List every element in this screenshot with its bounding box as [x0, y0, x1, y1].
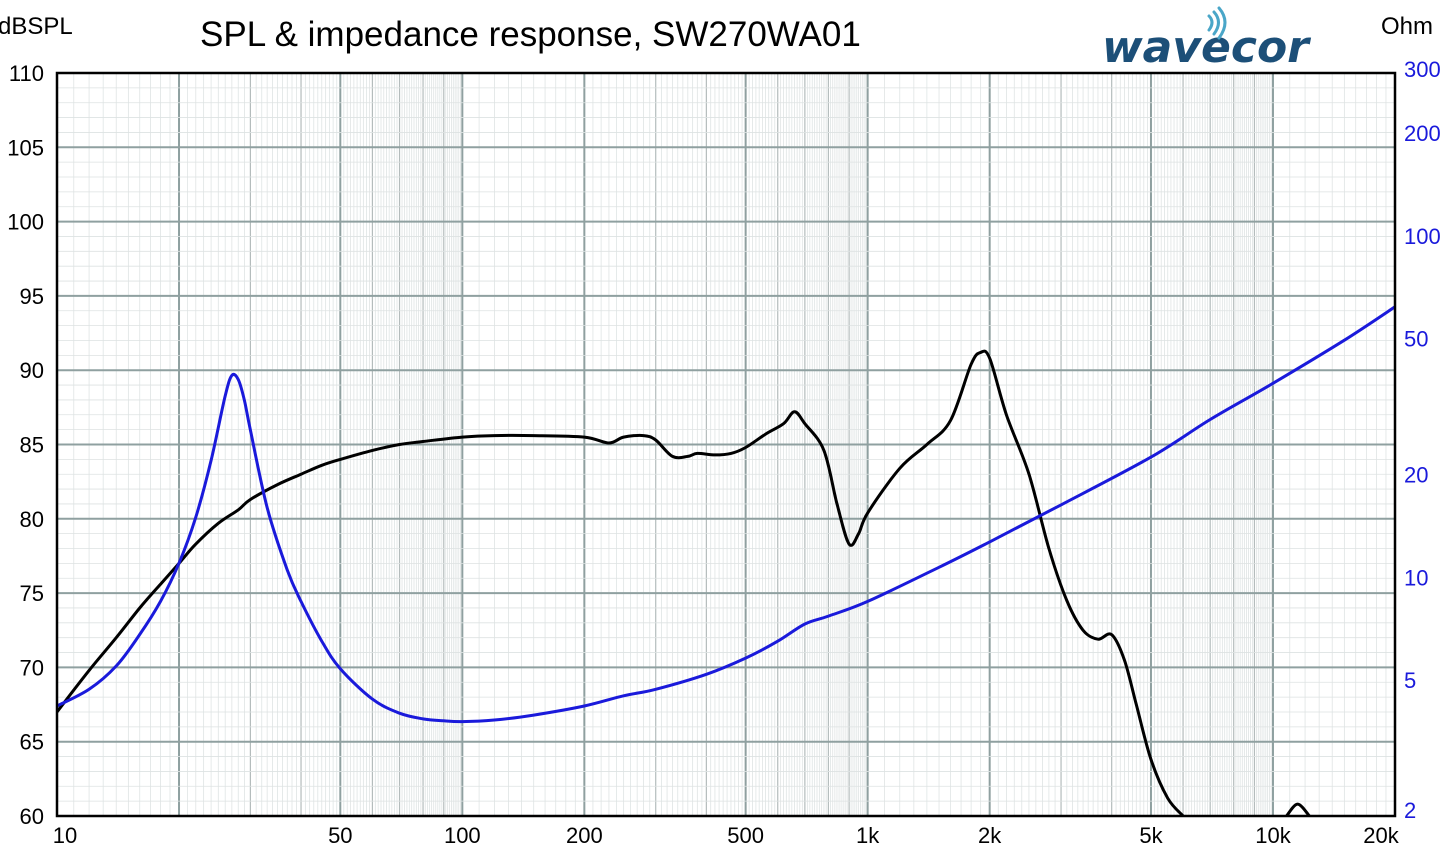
- left-tick-label: 105: [7, 135, 44, 160]
- x-tick-label: 20k: [1363, 823, 1399, 848]
- right-tick-label: 5: [1404, 668, 1416, 693]
- left-tick-label: 75: [20, 581, 44, 606]
- right-tick-label: 300: [1404, 57, 1441, 82]
- wavecor-logo: wavecor: [1102, 6, 1311, 73]
- chart-title: SPL & impedance response, SW270WA01: [200, 15, 861, 54]
- left-tick-label: 90: [20, 358, 44, 383]
- x-tick-label: 200: [566, 823, 603, 848]
- left-tick-label: 95: [20, 284, 44, 309]
- wavecor-logo-waves-icon: [1207, 6, 1227, 40]
- x-tick-label: 5k: [1139, 823, 1163, 848]
- x-tick-label: 1k: [856, 823, 880, 848]
- x-tick-label: 2k: [978, 823, 1002, 848]
- x-tick-label: 50: [328, 823, 352, 848]
- left-tick-label: 110: [9, 61, 44, 86]
- left-tick-label: 100: [7, 210, 44, 235]
- right-tick-label: 2: [1404, 798, 1416, 823]
- x-axis-ticks: 10 50 100 200 500 1k 2k 5k 10k 20k: [53, 823, 1400, 848]
- spl-curve-segment: [1285, 802, 1311, 816]
- right-tick-label: 20: [1404, 463, 1428, 488]
- x-tick-label: 500: [727, 823, 764, 848]
- left-axis-label: dBSPL: [0, 13, 73, 40]
- wavecor-logo-wordmark: wavecor: [1102, 22, 1311, 73]
- left-tick-label: 80: [20, 507, 44, 532]
- x-tick-label: 100: [444, 823, 481, 848]
- left-axis-ticks: 60 65 70 75 80 85 90 95 100 105 110: [7, 61, 44, 829]
- plot-frame: [55, 71, 1397, 818]
- right-axis-label: Ohm: [1381, 13, 1433, 40]
- left-tick-label: 85: [20, 433, 44, 458]
- left-tick-label: 70: [20, 655, 44, 680]
- right-tick-label: 50: [1404, 327, 1428, 352]
- impedance-curve: [57, 305, 1395, 724]
- right-tick-label: 200: [1404, 121, 1441, 146]
- grid-lines: [56, 72, 1396, 817]
- left-tick-label: 60: [20, 804, 44, 829]
- x-tick-label: 10k: [1255, 823, 1291, 848]
- x-tick-label: 10: [53, 823, 77, 848]
- left-tick-label: 65: [20, 730, 44, 755]
- data-curves: [57, 305, 1395, 816]
- right-tick-label: 10: [1404, 565, 1428, 590]
- right-tick-label: 100: [1404, 224, 1441, 249]
- right-axis-ticks: 2 5 10 20 50 100 200 300: [1404, 57, 1441, 823]
